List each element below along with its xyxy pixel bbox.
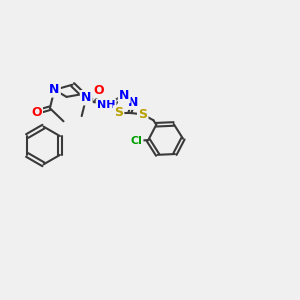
Text: N: N: [49, 83, 60, 96]
Text: N: N: [119, 89, 129, 102]
Text: S: S: [138, 108, 147, 121]
Text: N: N: [81, 91, 92, 104]
Text: O: O: [93, 84, 104, 97]
Text: S: S: [114, 106, 123, 119]
Text: O: O: [31, 106, 42, 118]
Text: NH: NH: [97, 100, 115, 110]
Text: N: N: [128, 96, 139, 109]
Text: Cl: Cl: [130, 136, 142, 146]
